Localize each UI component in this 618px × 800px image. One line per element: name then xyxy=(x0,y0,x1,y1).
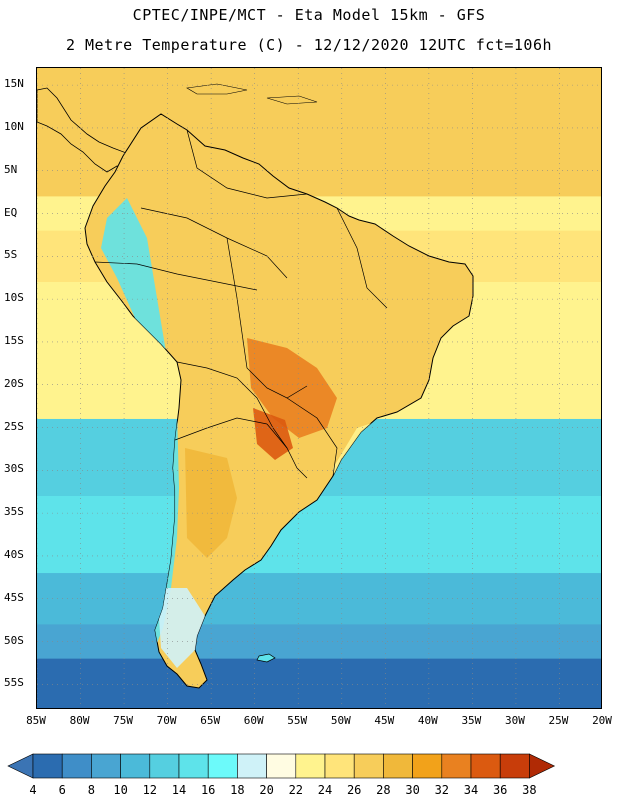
colorbar-label: 4 xyxy=(29,783,37,797)
longitude-label: 70W xyxy=(156,714,177,727)
colorbar-segment xyxy=(353,753,384,779)
longitude-label: 45W xyxy=(374,714,395,727)
colorbar-high-arrow xyxy=(529,753,556,779)
colorbar-segment xyxy=(207,753,238,779)
colorbar-segment xyxy=(383,753,413,779)
colorbar-label: 28 xyxy=(376,783,391,797)
country-borders xyxy=(94,129,388,479)
temperature-map xyxy=(36,67,602,709)
hot-zone-core xyxy=(253,408,293,460)
colorbar-segment xyxy=(32,753,63,779)
latitude-label: 15N xyxy=(4,77,24,91)
colorbar-segment xyxy=(441,753,472,779)
colorbar-label: 14 xyxy=(171,783,187,797)
colorbar-label: 36 xyxy=(492,783,508,797)
colorbar-low-arrow xyxy=(7,753,34,779)
colorbar-segment xyxy=(295,753,326,779)
latitude-label: 20S xyxy=(4,376,24,390)
colorbar-segment xyxy=(412,753,443,779)
colorbar-label: 38 xyxy=(522,783,537,797)
longitude-label: 75W xyxy=(113,714,133,727)
ocean-band-5 xyxy=(37,496,601,574)
colorbar-label: 22 xyxy=(288,783,304,797)
longitude-label: 85W xyxy=(26,714,46,727)
colorbar-label: 8 xyxy=(87,783,95,797)
longitude-label: 55W xyxy=(287,714,308,727)
colorbar-segment xyxy=(120,753,151,779)
colorbar-label: 20 xyxy=(259,783,274,797)
colorbar-segment xyxy=(237,753,267,779)
longitude-label: 65W xyxy=(200,714,221,727)
latitude-label: 15S xyxy=(4,333,24,347)
colorbar-segment xyxy=(61,753,92,779)
latitude-label: 40S xyxy=(4,547,24,561)
longitude-label: 60W xyxy=(243,714,264,727)
color-scale-bar xyxy=(7,753,556,779)
colorbar-segment xyxy=(499,753,530,779)
latitude-label: 10S xyxy=(4,291,24,305)
cool-zone-patagonia xyxy=(157,588,205,668)
caribbean-islands-east xyxy=(266,95,318,105)
colorbar-segment xyxy=(91,753,121,779)
longitude-label: 20W xyxy=(592,714,612,727)
caribbean-islands xyxy=(186,83,248,95)
longitude-label: 80W xyxy=(69,714,90,727)
falkland-islands xyxy=(256,653,276,663)
longitude-label: 30W xyxy=(504,714,525,727)
latitude-label: 5N xyxy=(4,162,18,176)
hot-zone-central xyxy=(247,338,337,438)
longitude-label: 50W xyxy=(330,714,351,727)
longitude-label: 40W xyxy=(417,714,438,727)
latitude-label: 50S xyxy=(4,633,24,647)
colorbar-label: 32 xyxy=(434,783,450,797)
colorbar-label: 34 xyxy=(463,783,479,797)
colorbar-label: 12 xyxy=(142,783,158,797)
colorbar-label: 26 xyxy=(346,783,362,797)
ocean-band-8 xyxy=(37,658,601,708)
latitude-label: 5S xyxy=(4,248,18,262)
latitude-label: 30S xyxy=(4,462,24,476)
colorbar-label: 10 xyxy=(113,783,128,797)
longitude-label: 35W xyxy=(461,714,482,727)
colorbar-label: 30 xyxy=(405,783,420,797)
map-title: CPTEC/INPE/MCT - Eta Model 15km - GFS xyxy=(132,6,486,24)
colorbar-label: 24 xyxy=(317,783,333,797)
colorbar-segment xyxy=(178,753,209,779)
colorbar-segment xyxy=(149,753,180,779)
latitude-label: 25S xyxy=(4,419,24,433)
colorbar-segment xyxy=(324,753,355,779)
colorbar-label: 6 xyxy=(58,783,66,797)
colorbar-segment xyxy=(266,753,297,779)
latitude-label: 10N xyxy=(4,119,24,133)
colorbar-label: 18 xyxy=(230,783,245,797)
colorbar-segment xyxy=(470,753,501,779)
latitude-label: 45S xyxy=(4,590,24,604)
longitude-label: 25W xyxy=(548,714,569,727)
map-subtitle: 2 Metre Temperature (C) - 12/12/2020 12U… xyxy=(65,36,553,54)
latitude-label: 55S xyxy=(4,676,24,690)
latitude-label: EQ xyxy=(4,205,18,219)
latitude-label: 35S xyxy=(4,505,24,519)
colorbar-label: 16 xyxy=(200,783,216,797)
